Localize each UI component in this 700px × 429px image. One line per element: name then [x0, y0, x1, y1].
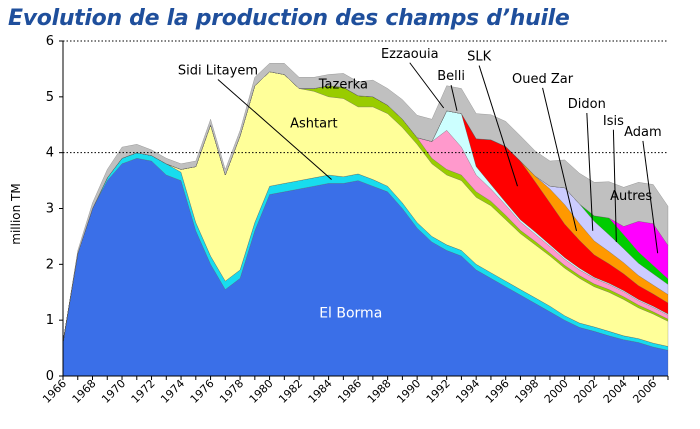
label-tazerka: Tazerka [318, 77, 368, 92]
label-belli: Belli [437, 69, 465, 84]
x-tick-label: 2000 [542, 377, 571, 406]
x-tick-label: 1974 [158, 377, 187, 406]
label-slk: SLK [467, 50, 491, 65]
x-tick-label: 1988 [365, 377, 394, 406]
x-tick-label: 1990 [394, 377, 423, 406]
y-tick-label: 0 [46, 369, 54, 384]
area-autres [62, 63, 669, 343]
y-tick-label: 5 [46, 90, 54, 105]
leader-line-ezzaouia [409, 62, 445, 109]
x-tick-label: 1980 [247, 377, 276, 406]
label-ezzaouia: Ezzaouia [381, 47, 439, 62]
y-axis-label: million TM [9, 183, 23, 244]
leader-line-belli [450, 84, 458, 111]
x-tick-label: 2006 [630, 377, 659, 406]
x-tick-label: 1966 [40, 377, 69, 406]
x-tick-label: 1968 [70, 377, 99, 406]
leader-line-didon [586, 112, 594, 231]
y-tick-label: 3 [46, 202, 54, 217]
label-sidi-litayem: Sidi Litayem [178, 64, 258, 79]
label-autres: Autres [610, 189, 652, 204]
x-tick-label: 1998 [512, 377, 541, 406]
leader-line-sidi-litayem [217, 79, 332, 180]
leader-line-isis [612, 129, 617, 243]
x-tick-label: 1986 [335, 377, 364, 406]
x-tick-label: 1994 [453, 377, 482, 406]
x-tick-label: 1972 [129, 377, 158, 406]
x-tick-label: 1978 [217, 377, 246, 406]
x-tick-label: 1976 [188, 377, 217, 406]
label-adam: Adam [624, 125, 662, 140]
label-didon: Didon [568, 97, 606, 112]
x-tick-label: 1982 [276, 377, 305, 406]
leader-line-oued-zar [542, 87, 577, 231]
label-oued-zar: Oued Zar [512, 72, 574, 87]
leader-line-slk [478, 65, 518, 187]
label-el-borma: El Borma [319, 305, 382, 321]
x-tick-label: 2002 [571, 377, 600, 406]
label-ashtart: Ashtart [290, 117, 337, 132]
chart-title: Evolution de la production des champs d’… [8, 6, 570, 31]
x-tick-label: 1970 [99, 377, 128, 406]
leader-line-adam [642, 140, 659, 254]
label-isis: Isis [603, 114, 624, 129]
x-tick-label: 1984 [306, 377, 335, 406]
x-tick-label: 1992 [424, 377, 453, 406]
y-tick-label: 4 [46, 146, 54, 161]
y-tick-label: 1 [46, 313, 54, 328]
y-tick-label: 2 [46, 257, 54, 272]
y-tick-label: 6 [46, 34, 54, 49]
x-tick-label: 2004 [601, 377, 630, 406]
x-tick-label: 1996 [483, 377, 512, 406]
